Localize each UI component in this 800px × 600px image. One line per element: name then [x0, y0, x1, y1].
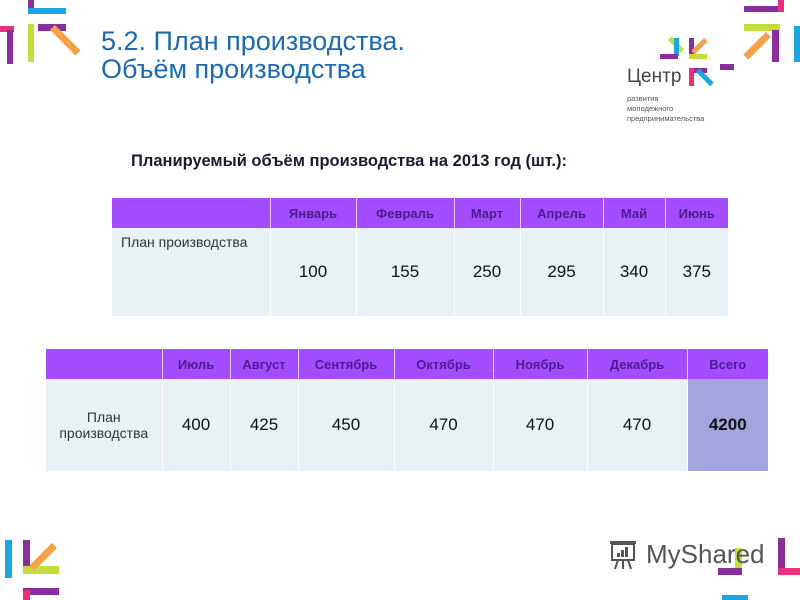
value-cell: 250 — [453, 228, 520, 316]
value-cell: 375 — [664, 228, 728, 316]
value-cell: 155 — [355, 228, 454, 316]
center-logo: Центр развития молодежного предпринимате… — [620, 36, 730, 126]
header-cell-november: Ноябрь — [492, 349, 587, 379]
value-cell: 470 — [586, 379, 687, 471]
row-label: План производства — [46, 379, 162, 471]
slide-title: 5.2. План производства. Объём производст… — [101, 27, 405, 83]
header-cell-december: Декабрь — [586, 349, 687, 379]
table-header-row: Июль Август Сентябрь Октябрь Ноябрь Дека… — [46, 349, 768, 379]
corner-decoration-top-left — [0, 0, 81, 70]
value-cell: 340 — [602, 228, 665, 316]
table-caption: Планируемый объём производства на 2013 г… — [131, 152, 567, 170]
logo-mark-icon — [660, 36, 720, 96]
logo-sub-line2: молодежного — [627, 104, 674, 113]
value-cell: 470 — [393, 379, 493, 471]
header-cell-empty — [46, 349, 162, 379]
table-row: План производства 100 155 250 295 340 37… — [112, 228, 728, 316]
logo-sub-line3: предпринимательства — [627, 114, 705, 123]
header-cell-march: Март — [453, 198, 520, 228]
header-cell-total: Всего — [686, 349, 768, 379]
corner-decoration-bottom-right — [718, 535, 800, 600]
header-cell-june: Июнь — [664, 198, 728, 228]
header-cell-empty — [112, 198, 270, 228]
value-cell: 400 — [161, 379, 230, 471]
watermark-text: MyShared — [646, 539, 765, 569]
value-cell: 450 — [297, 379, 394, 471]
header-cell-september: Сентябрь — [297, 349, 394, 379]
header-cell-may: Май — [602, 198, 665, 228]
header-cell-october: Октябрь — [393, 349, 493, 379]
value-cell: 425 — [229, 379, 298, 471]
logo-sub-line1: развития — [627, 94, 659, 103]
total-cell: 4200 — [686, 379, 768, 471]
header-cell-january: Январь — [269, 198, 356, 228]
value-cell: 100 — [269, 228, 356, 316]
production-table-h1: Январь Февраль Март Апрель Май Июнь План… — [112, 198, 728, 316]
header-cell-july: Июль — [161, 349, 230, 379]
logo-subtitle: развития молодежного предпринимательства — [627, 94, 704, 124]
corner-decoration-top-right — [720, 0, 800, 70]
header-cell-august: Август — [229, 349, 298, 379]
header-cell-april: Апрель — [519, 198, 603, 228]
corner-decoration-bottom-left — [0, 535, 70, 600]
header-cell-february: Февраль — [355, 198, 454, 228]
table-header-row: Январь Февраль Март Апрель Май Июнь — [112, 198, 728, 228]
value-cell: 295 — [519, 228, 603, 316]
production-table-h2: Июль Август Сентябрь Октябрь Ноябрь Дека… — [46, 349, 768, 471]
value-cell: 470 — [492, 379, 587, 471]
presentation-chart-icon — [610, 541, 636, 570]
row-label: План производства — [112, 228, 270, 316]
slide-title-line2: Объём производства — [101, 54, 366, 84]
logo-word: Центр — [627, 66, 682, 87]
table-row: План производства 400 425 450 470 470 47… — [46, 379, 768, 471]
slide-title-line1: 5.2. План производства. — [101, 26, 405, 56]
